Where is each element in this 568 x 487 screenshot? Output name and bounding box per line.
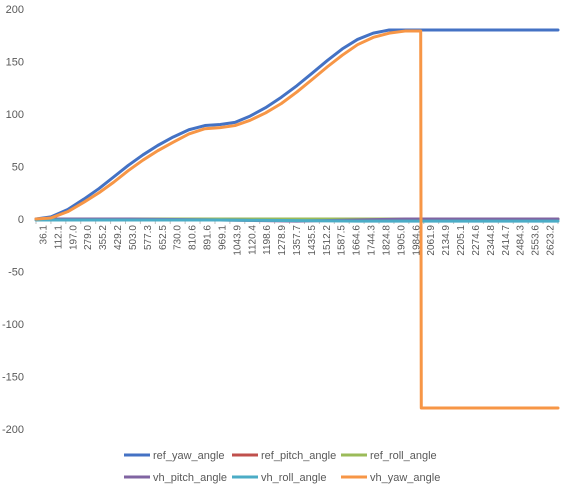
legend-item: ref_roll_angle — [341, 450, 437, 462]
legend-label: ref_pitch_angle — [261, 450, 336, 462]
x-tick-label: 1664.6 — [352, 225, 363, 256]
x-tick-label: 429.2 — [113, 225, 124, 250]
legend-label: vh_roll_angle — [261, 472, 326, 484]
x-tick-label: 1278.9 — [277, 225, 288, 256]
y-tick-label: -100 — [2, 319, 24, 331]
x-tick-label: 1984.6 — [411, 225, 422, 256]
x-tick-label: 503.0 — [128, 225, 139, 250]
legend-label: vh_pitch_angle — [153, 472, 227, 484]
y-tick-label: 200 — [6, 4, 24, 16]
legend-label: ref_roll_angle — [370, 450, 437, 462]
y-tick-label: 50 — [12, 162, 24, 174]
x-tick-label: 2623.2 — [546, 225, 557, 256]
x-tick-label: 2134.9 — [441, 225, 452, 256]
x-tick-label: 112.1 — [53, 225, 64, 250]
x-tick-label: 810.6 — [188, 225, 199, 250]
series-line-vh-roll-angle — [34, 218, 560, 223]
x-tick-label: 2414.7 — [501, 225, 512, 256]
legend-item: vh_pitch_angle — [124, 472, 227, 484]
x-tick-label: 1512.2 — [322, 225, 333, 256]
x-tick-label: 197.0 — [68, 225, 79, 250]
x-tick-label: 969.1 — [217, 225, 228, 250]
x-tick-label: 1587.5 — [337, 225, 348, 256]
y-tick-label: -50 — [8, 267, 24, 279]
x-tick-label: 1198.6 — [262, 225, 273, 255]
legend-label: ref_yaw_angle — [153, 450, 225, 462]
y-tick-label: 150 — [6, 57, 24, 69]
x-tick-label: 1120.4 — [247, 225, 258, 255]
series-line-ref-yaw-angle — [34, 28, 560, 221]
series-line-vh-yaw-angle — [34, 29, 560, 410]
x-tick-label: 2205.1 — [456, 225, 467, 256]
legend-item: vh_yaw_angle — [341, 472, 440, 484]
legend-item: ref_pitch_angle — [232, 450, 336, 462]
x-tick-label: 2344.8 — [486, 225, 497, 256]
legend-item: vh_roll_angle — [232, 472, 326, 484]
y-tick-label: -200 — [2, 424, 24, 436]
x-tick-label: 891.6 — [203, 225, 214, 250]
legend-item: ref_yaw_angle — [124, 450, 225, 462]
x-tick-label: 1905.0 — [396, 225, 407, 256]
legend-label: vh_yaw_angle — [370, 472, 440, 484]
y-tick-label: -150 — [2, 372, 24, 384]
x-tick-label: 36.1 — [38, 225, 49, 245]
x-tick-label: 1435.5 — [307, 225, 318, 256]
x-tick-label: 652.5 — [158, 225, 169, 250]
x-tick-label: 2484.3 — [516, 225, 527, 256]
x-tick-label: 2061.9 — [426, 225, 437, 256]
y-tick-label: 0 — [18, 214, 24, 226]
x-tick-label: 1744.3 — [367, 225, 378, 256]
x-tick-label: 1824.8 — [381, 225, 392, 256]
x-tick-label: 730.0 — [173, 225, 184, 250]
x-tick-label: 2274.6 — [471, 225, 482, 256]
x-tick-label: 2553.6 — [531, 225, 542, 256]
x-tick-label: 279.0 — [83, 225, 94, 250]
x-tick-label: 355.2 — [98, 225, 109, 250]
x-tick-label: 1357.7 — [292, 225, 303, 256]
x-tick-label: 577.3 — [143, 225, 154, 250]
x-tick-label: 1043.9 — [232, 225, 243, 256]
y-tick-label: 100 — [6, 109, 24, 121]
